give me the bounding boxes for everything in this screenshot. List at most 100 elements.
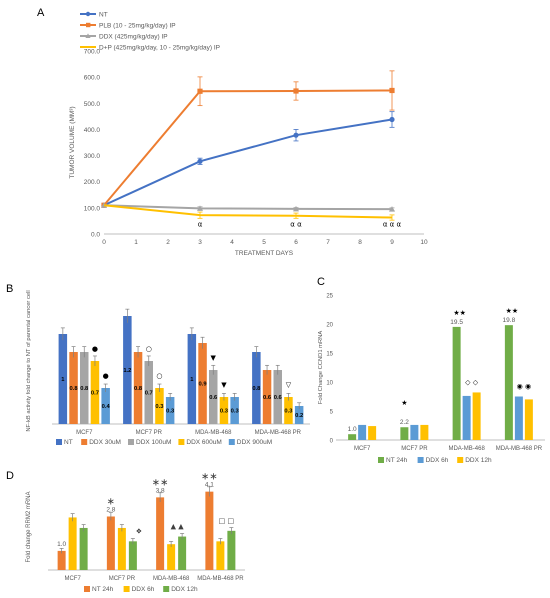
bar [90,361,100,424]
data-point [389,206,395,212]
x-tick-label: 3 [198,239,202,246]
data-point [389,87,395,94]
significance-marker: α α [290,221,302,229]
significance-marker: ◉ ◉ [517,383,531,391]
significance-marker: ▼ [211,354,217,362]
x-tick-label: 2 [166,239,170,246]
data-label: 0.3 [231,409,240,415]
legend-swatch [457,457,464,463]
y-tick-label: 20 [326,323,333,329]
y-axis-title: Fold Change CCND1 mRNA [318,331,324,405]
legend-marker [85,33,91,38]
value-label: 1.0 [348,426,357,433]
category-label: MDA-MB-468 PR [197,576,244,582]
y-axis-title: TUMOR VOLUME (MM³) [69,106,76,178]
bar [167,544,176,570]
data-point [293,88,299,94]
bar [144,361,153,424]
y-axis-title: Fold change RRM2 mRNA [26,491,32,562]
legend-label: D+P (425mg/kg/day, 10 - 25mg/kg/day) IP [99,45,220,52]
bar [400,427,409,440]
legend-swatch [378,457,384,463]
data-label: 0.3 [155,404,164,410]
y-tick-label: 0 [330,439,334,445]
bar [187,334,197,424]
legend-swatch [123,586,130,592]
data-point [197,158,203,164]
bar [69,352,78,424]
bar [273,370,282,424]
significance-marker: ★ [401,399,407,407]
bar [216,541,225,570]
category-label: MDA-MB-468 PR [255,430,302,436]
series-line [103,89,393,206]
bar [156,497,165,570]
panel-c-chart: 0 5 10 15 20 25 MCF7 MCF7 PR MDA-MB-468 MDA-MB-46… [318,294,545,464]
legend-label: NT [64,439,73,446]
panel-b-chart: MCF7 MCF7 PR MDA-MB-468 MDA-MB-468 PR NF-kB … [26,290,310,446]
y-axis-title: NF-kB activity fold change to NT of pare… [26,290,32,431]
data-label: 1.2 [123,368,131,374]
legend-swatch [56,439,62,445]
bar [284,397,293,424]
significance-marker: α α α [383,221,402,229]
legend-label: DDX 900uM [237,439,272,446]
legend-swatch [81,439,88,445]
data-label: 0.8 [70,386,79,392]
x-axis-title: TREATMENT DAYS [235,250,294,257]
bar [472,392,481,440]
significance-marker: ▲ ▲ [171,523,185,531]
legend-label: DDX 12h [171,586,198,593]
y-tick-label: 0.0 [91,232,100,239]
data-label: 1 [61,377,65,383]
significance-marker: ▽ [286,381,292,389]
data-label: 0.3 [284,409,293,415]
legend-label: NT 24h [92,586,114,593]
y-tick-label: 500.0 [84,101,101,108]
significance-marker: ▼ [221,381,227,389]
legend-marker [86,22,91,28]
legend-label: NT 24h [386,457,408,464]
bar [524,399,533,440]
category-label: MDA-MB-468 [448,446,485,452]
significance-marker: α [198,221,203,229]
bar [79,527,88,570]
x-tick-label: 1 [134,239,138,246]
legend-label: DDX 30uM [89,439,121,446]
data-point [293,132,299,138]
data-label: 0.8 [134,386,143,392]
category-label: MCF7 [76,430,93,436]
value-label: 1.0 [57,541,66,548]
significance-marker: ∗∗ [201,472,218,483]
bar [80,352,89,424]
y-tick-label: 400.0 [84,127,101,134]
bar [165,397,175,424]
data-label: 0.6 [263,395,272,401]
y-tick-label: 600.0 [84,75,101,82]
bar [106,516,115,570]
legend-label: DDX 12h [465,457,492,464]
data-point [197,88,203,94]
data-point [389,116,395,123]
bar [514,396,523,440]
bar [504,325,513,440]
category-label: MDA-MB-468 [195,430,232,436]
bar [117,527,126,570]
y-tick-label: 10 [326,381,333,387]
bar [178,536,187,570]
series-line [103,118,393,207]
panel-d-chart: MCF7 MCF7 PR MDA-MB-468 MDA-MB-468 PR Fold c… [26,472,245,593]
bar [462,395,471,440]
data-label: 0.4 [102,404,111,410]
bar [368,426,377,440]
legend-label: DDX (425mg/kg/day) IP [99,34,168,41]
value-label: 19.8 [503,317,516,324]
x-tick-label: 6 [294,239,298,246]
category-label: MCF7 PR [136,430,163,436]
panel-label-d: D [6,470,14,482]
bar [58,334,68,424]
legend-label: DDX 6h [132,586,155,593]
legend-swatch [128,439,134,445]
series-line [103,204,393,211]
